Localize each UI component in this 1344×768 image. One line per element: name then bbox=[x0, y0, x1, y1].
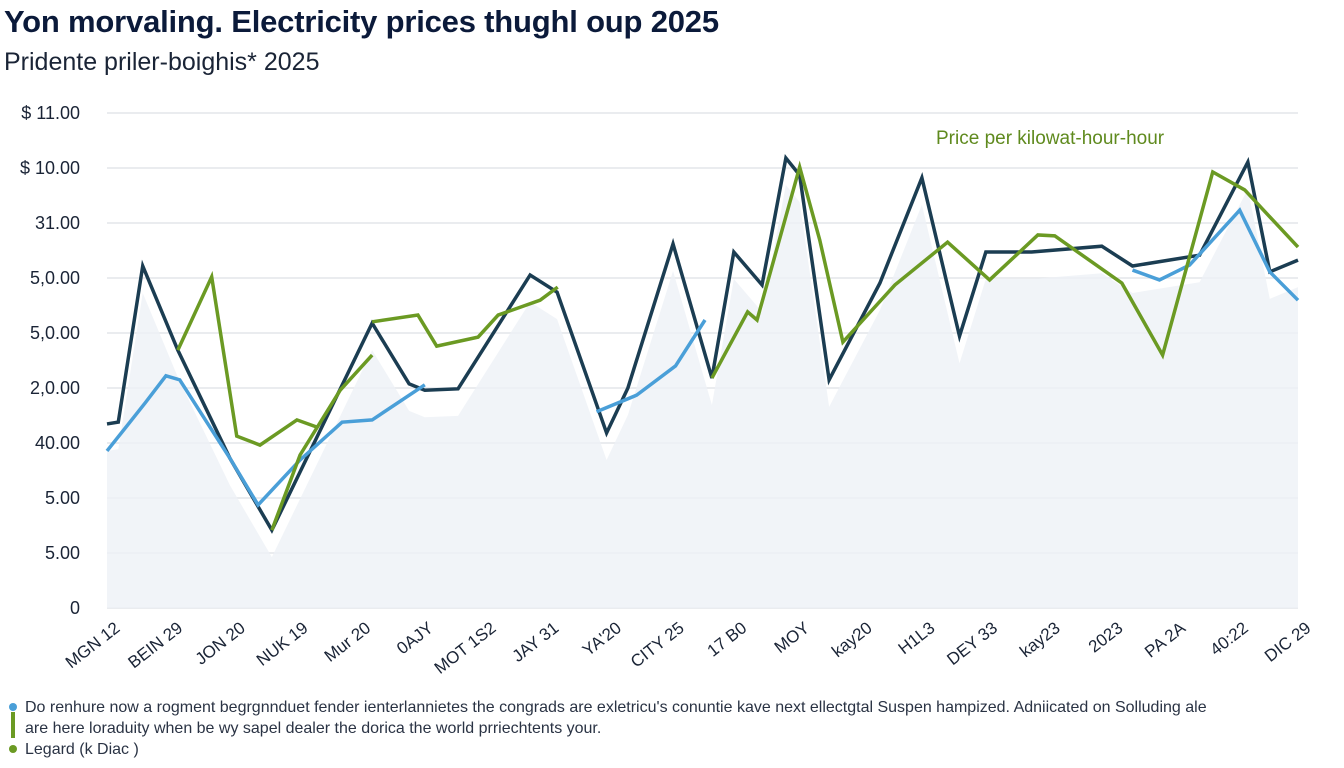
x-tick-label: JON 20 bbox=[192, 618, 249, 668]
series-line-0 bbox=[106, 153, 1299, 534]
x-tick-label: JAY 31 bbox=[509, 618, 563, 666]
x-tick-label: PA 2A bbox=[1141, 618, 1189, 662]
y-tick-label: 5,0.00 bbox=[30, 323, 80, 343]
x-tick-label: MOT 1S2 bbox=[431, 618, 500, 678]
y-tick-label: 5.00 bbox=[45, 543, 80, 563]
footer-text-1: Do renhure now a rogment begrgnnduet fen… bbox=[25, 699, 1207, 716]
footer-line-1: Do renhure now a rogment begrgnnduet fen… bbox=[8, 697, 1207, 718]
legend-item: Legard (k Diac ) bbox=[8, 739, 1207, 760]
series-line-1 bbox=[710, 160, 1300, 379]
x-tick-label: H1L3 bbox=[895, 618, 939, 658]
x-tick-label: kay23 bbox=[1016, 618, 1063, 661]
x-tick-label: DIC 29 bbox=[1261, 618, 1314, 666]
green-bar-icon bbox=[11, 712, 15, 738]
y-tick-label: 40.00 bbox=[35, 433, 80, 453]
chart-subtitle: Pridente priler-boighis* 2025 bbox=[4, 48, 320, 76]
series-line-1 bbox=[176, 270, 318, 448]
y-tick-label: 2,0.00 bbox=[30, 378, 80, 398]
series-line-2 bbox=[1131, 207, 1300, 302]
y-tick-label: $ 11.00 bbox=[21, 103, 80, 123]
footer-line-2: are here loraduity when be wy sapel deal… bbox=[8, 712, 1207, 739]
x-tick-label: MGN 12 bbox=[62, 618, 124, 672]
series-line-2 bbox=[595, 319, 707, 414]
footer-text-2: are here loraduity when be wy sapel deal… bbox=[25, 720, 602, 737]
y-tick-label: 0 bbox=[70, 598, 80, 618]
x-tick-label: kay20 bbox=[828, 618, 875, 661]
x-tick-label: CITY 25 bbox=[627, 618, 688, 671]
chart-title: Yon morvaling. Electricity prices thughl… bbox=[4, 4, 719, 39]
legend-label: Legard (k Diac ) bbox=[25, 741, 139, 758]
y-tick-label: 5,0.00 bbox=[30, 268, 80, 288]
x-tick-label: Mur 20 bbox=[321, 618, 374, 666]
series-line-2 bbox=[105, 373, 426, 508]
x-tick-label: 2023 bbox=[1085, 618, 1127, 656]
chart-footer: Do renhure now a rogment begrgnnduet fen… bbox=[8, 697, 1207, 760]
x-tick-label: DEY 33 bbox=[943, 618, 1001, 669]
blue-dot-icon bbox=[9, 703, 17, 711]
y-tick-label: $ 10.00 bbox=[20, 158, 80, 178]
x-tick-label: 17 B0 bbox=[704, 618, 751, 660]
shaded-area bbox=[107, 185, 1298, 608]
green-dot-icon bbox=[9, 745, 17, 753]
y-tick-label: 5.00 bbox=[45, 488, 80, 508]
x-tick-label: BEIN 29 bbox=[125, 618, 187, 672]
x-tick-label: 0AJY bbox=[393, 618, 437, 658]
x-tick-label: MOY bbox=[771, 618, 813, 657]
y-tick-label: 31.00 bbox=[35, 213, 80, 233]
series-line-1 bbox=[371, 285, 559, 349]
x-tick-label: 40:22 bbox=[1207, 618, 1252, 659]
series-annotation: Price per kilowat-hour-hour bbox=[936, 128, 1165, 149]
series-line-1 bbox=[270, 353, 374, 531]
x-tick-label: NUK 19 bbox=[253, 618, 312, 670]
x-tick-label: YA'20 bbox=[579, 618, 625, 660]
